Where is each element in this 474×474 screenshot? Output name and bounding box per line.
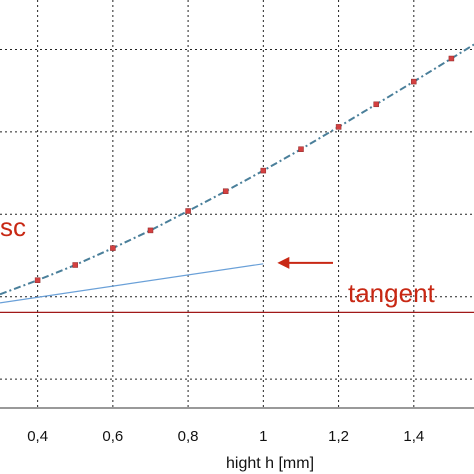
curve-point-1 [34,277,41,283]
curve-point-9 [335,124,342,130]
curve-line [0,43,474,296]
grid [0,0,474,409]
markers [34,55,455,283]
x-tick-label-3: 1 [259,428,267,445]
curve-point-4 [147,227,154,234]
curve-point-2 [72,262,78,268]
tangent-annotation: tangent [348,278,436,308]
x-tick-label-5: 1,4 [403,428,424,445]
tangent-line [0,263,264,304]
curve-point-8 [298,146,304,152]
x-axis-label: hight h [mm] [226,455,314,472]
sc-annotation: sc [0,212,26,242]
tick-labels: 0,4 0,6 0,8 1 1,2 1,4 [27,428,424,445]
x-tick-label-0: 0,4 [27,428,48,445]
curve-point-12 [448,55,455,62]
curve-point-5 [185,208,191,214]
series [0,43,474,313]
curve-point-10 [373,101,379,108]
tangent-arrow-head [277,256,290,269]
x-tick-label-1: 0,6 [102,428,123,445]
curve-point-7 [260,167,267,174]
x-tick-label-2: 0,8 [178,428,199,445]
curve-point-11 [411,78,417,85]
curve-point-3 [110,245,116,251]
x-tick-label-4: 1,2 [328,428,349,445]
curve-point-6 [222,188,229,194]
annotations: tangent sc [0,212,436,308]
